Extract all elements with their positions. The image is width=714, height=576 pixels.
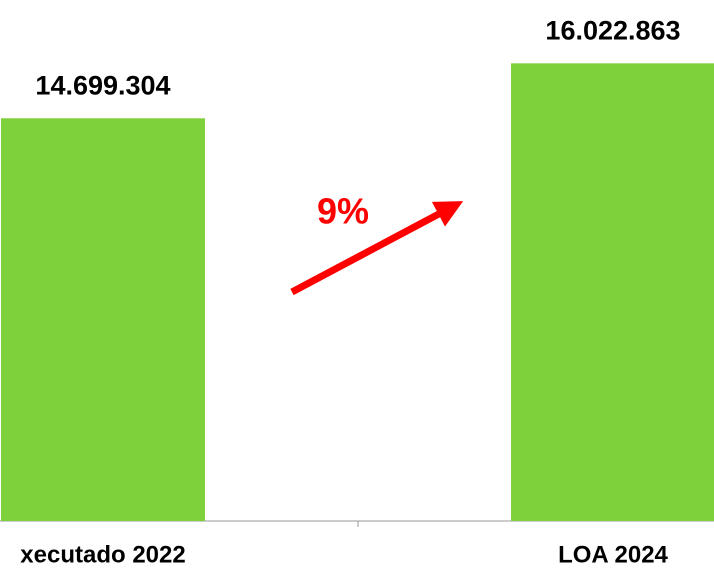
growth-annotation: 9% <box>317 191 369 232</box>
x-tick-label: LOA 2024 <box>558 541 668 568</box>
x-tick-label: xecutado 2022 <box>20 541 185 568</box>
value-label: 14.699.304 <box>35 70 170 100</box>
bar <box>1 118 205 521</box>
growth-arrow <box>290 201 464 296</box>
bar <box>511 63 714 522</box>
value-label: 16.022.863 <box>545 15 680 45</box>
